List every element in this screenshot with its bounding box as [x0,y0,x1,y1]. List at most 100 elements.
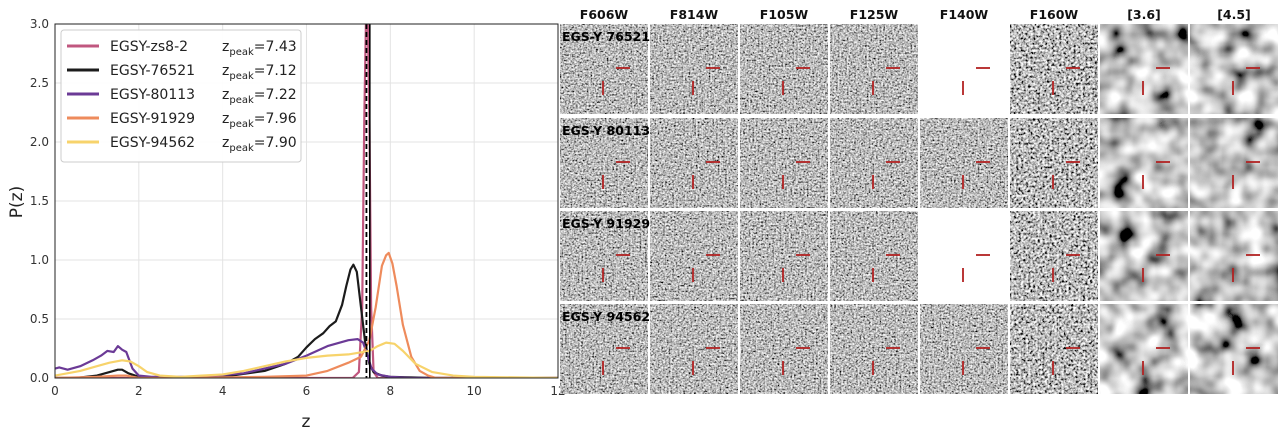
legend-name: EGSY-94562 [110,135,195,151]
stamp-row: EGS-Y 76521 [560,24,1278,114]
stamp-image [1010,211,1098,301]
stamp-cell [830,304,918,394]
stamp-cell [920,118,1008,208]
stamp-cell [1100,304,1188,394]
y-tick-label: 3.0 [30,17,49,31]
object-label: EGS-Y 76521 [562,29,650,44]
column-header: F105W [760,7,809,22]
column-header: [3.6] [1127,7,1161,22]
stamp-image [1190,211,1278,301]
postage-stamps-panel: F606W F814W F105W F125W F140W F160W [3.6] [4.5]… [560,7,1278,394]
stamp-image [1010,118,1098,208]
x-tick-label: 6 [303,384,311,398]
stamp-cell [920,304,1008,394]
x-tick-label: 8 [387,384,395,398]
stamp-cell [1190,304,1278,394]
stamp-cell [650,118,738,208]
stamp-image-blank [920,24,1008,114]
stamp-image [1190,24,1278,114]
stamp-image [650,24,738,114]
stamp-image [920,304,1008,394]
stamp-cell [1010,211,1098,301]
y-tick-label: 2.0 [30,135,49,149]
legend-box [60,29,302,163]
stamp-cell [1100,118,1188,208]
column-header: F160W [1030,7,1079,22]
legend-entry: EGSY-94562 zpeak=7.90 [67,135,297,154]
stamp-image [650,304,738,394]
stamp-cell [830,118,918,208]
stamp-image [740,118,828,208]
stamp-image [560,304,648,394]
stamp-row: EGS-Y 94562 [560,304,1278,394]
stamp-cell [740,24,828,114]
vertical-markers [365,24,371,378]
stamp-cell [920,24,1008,114]
stamp-image [560,118,648,208]
stamp-cell [830,211,918,301]
x-tick-label: 2 [135,384,143,398]
stamp-cell [740,304,828,394]
legend-name: EGSY-80113 [110,87,195,103]
y-tick-label: 0.5 [30,312,49,326]
stamp-image [1190,304,1278,394]
stamp-image [650,211,738,301]
y-axis-label: P(z) [7,186,27,218]
stamp-cell [1010,24,1098,114]
plot-frame [54,23,559,379]
legend-zpeak: zpeak=7.90 [222,135,297,154]
stamp-cell [740,211,828,301]
series-line-egsy-zs8-2 [55,24,558,378]
stamp-image [830,24,918,114]
stamp-row: EGS-Y 91929 [560,211,1278,301]
stamp-image [740,24,828,114]
stamp-image [1100,24,1188,114]
x-axis-label: z [302,412,311,430]
column-header: F814W [670,7,719,22]
stamp-cell [560,118,648,208]
legend-name: EGSY-zs8-2 [110,39,188,55]
stamp-cell [560,304,648,394]
object-label: EGS-Y 94562 [562,309,650,324]
stamp-image [560,211,648,301]
series-lines [55,24,558,378]
stamp-cell [830,24,918,114]
stamp-cell [650,24,738,114]
x-tick-labels: 0 2 4 6 8 10 12 [51,384,565,398]
object-label: EGS-Y 80113 [562,123,650,138]
y-tick-label: 1.0 [30,253,49,267]
stamp-cell [1190,24,1278,114]
stamp-cell [560,24,648,114]
x-tick-label: 4 [219,384,227,398]
stamp-image [920,118,1008,208]
stamp-row: EGS-Y 80113 [560,118,1278,208]
stamp-image-blank [920,211,1008,301]
series-line-egsy-94562 [55,341,558,378]
stamp-grid: EGS-Y 76521 EGS-Y 80113 EGS-Y 91929 EGS-Y 9… [560,24,1278,394]
stamp-cell [1100,211,1188,301]
stamp-image [830,211,918,301]
stamp-cell [1100,24,1188,114]
stamp-cell [740,118,828,208]
stamp-cell [1190,118,1278,208]
stamp-cell [1010,118,1098,208]
x-tick-label: 10 [467,384,482,398]
column-header: F125W [850,7,899,22]
stamp-image [740,211,828,301]
filter-column-headers: F606W F814W F105W F125W F140W F160W [3.6] [4.5] [580,7,1251,22]
stamp-image [1100,211,1188,301]
stamp-cell [1190,211,1278,301]
object-label: EGS-Y 91929 [562,216,650,231]
column-header: F606W [580,7,629,22]
stamp-image [650,118,738,208]
stamp-image [1010,24,1098,114]
stamp-image [830,304,918,394]
stamp-image [740,304,828,394]
y-tick-labels: 0.0 0.5 1.0 1.5 2.0 2.5 3.0 [30,17,49,385]
stamp-image [1190,118,1278,208]
stamp-cell [650,304,738,394]
pz-plot: 0 2 4 6 8 10 12 0.00.51.01.52.02.53.0 z P(z) E… [7,17,566,430]
x-tick-label: 0 [51,384,59,398]
y-tick-label: 2.5 [30,76,49,90]
